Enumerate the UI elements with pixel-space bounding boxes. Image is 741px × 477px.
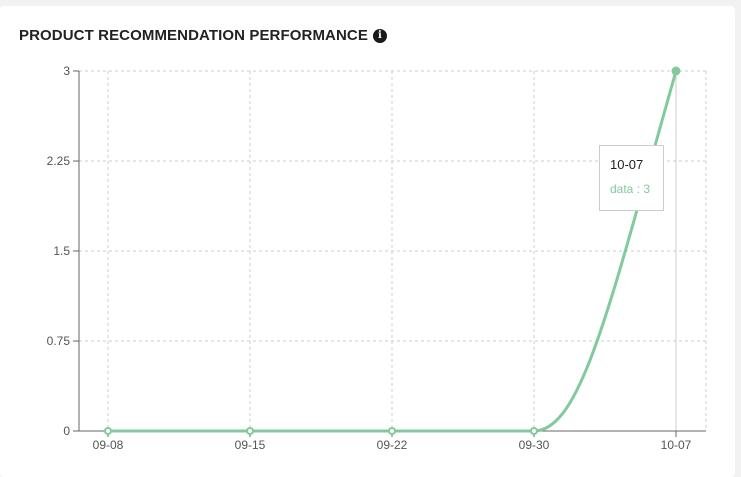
chart-title: PRODUCT RECOMMENDATION PERFORMANCE [19, 27, 368, 44]
data-point [246, 427, 254, 435]
y-tick-label: 1.5 [53, 244, 70, 258]
y-tick-label: 0.75 [47, 334, 71, 348]
x-tick-label: 09-30 [519, 438, 550, 452]
y-tick-label: 0 [63, 424, 70, 438]
tooltip-label: 10-07 [610, 157, 644, 172]
y-tick-label: 3 [63, 64, 70, 78]
tooltip-value: data : 3 [610, 182, 651, 196]
data-point [530, 427, 538, 435]
x-tick-label: 09-22 [377, 438, 408, 452]
chart-grid [79, 70, 707, 431]
chart-card: PRODUCT RECOMMENDATION PERFORMANCE i [0, 6, 735, 477]
info-icon[interactable]: i [372, 28, 387, 43]
x-tick-label: 09-15 [235, 438, 266, 452]
data-point [388, 427, 396, 435]
y-tick-label: 2.25 [47, 154, 71, 168]
y-axis-ticks: 0 0.75 1.5 2.25 3 [47, 64, 71, 438]
chart-tooltip: 10-07 data : 3 [599, 145, 664, 211]
card-header: PRODUCT RECOMMENDATION PERFORMANCE i [19, 27, 387, 44]
x-tick-label: 09-08 [93, 438, 124, 452]
data-point [671, 66, 681, 76]
x-axis-ticks: 09-08 09-15 09-22 09-30 10-07 [93, 438, 692, 452]
chart-axes [73, 70, 706, 437]
x-tick-label: 10-07 [661, 438, 692, 452]
data-point [104, 427, 112, 435]
